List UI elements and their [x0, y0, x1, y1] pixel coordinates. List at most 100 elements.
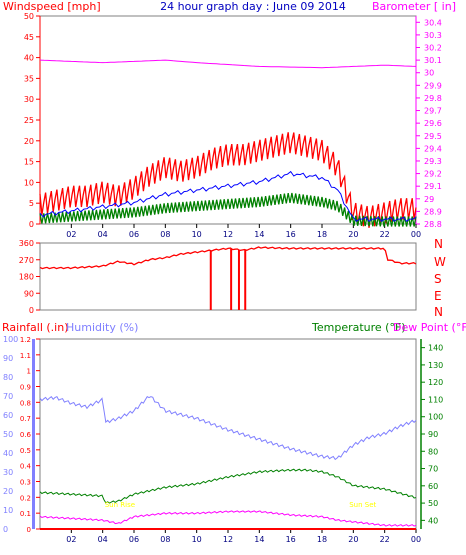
barometer-tick-label: 30.3	[424, 31, 442, 40]
humidity-tick-label: 60	[3, 411, 13, 420]
humidity-tick-label: 100	[3, 335, 18, 344]
temperature-tick-label: 40	[428, 516, 438, 525]
compass-letter: S	[434, 272, 442, 286]
wind-tick-label: 45	[24, 33, 34, 42]
barometer-tick-label: 29.1	[424, 182, 442, 191]
wind-tick-label: 50	[24, 12, 34, 21]
wind-x-tick-label: 16	[286, 230, 296, 239]
barometer-tick-label: 29	[424, 195, 434, 204]
wind-tick-label: 10	[24, 178, 34, 187]
barometer-tick-label: 29.3	[424, 157, 442, 166]
barometer-tick-label: 29.8	[424, 94, 442, 103]
compass-letter: E	[434, 289, 442, 303]
wind-direction-line	[39, 246, 417, 270]
barometer-tick-label: 29.7	[424, 107, 442, 116]
humidity-tick-label: 90	[3, 354, 13, 363]
humidity-axis-bar	[32, 339, 35, 529]
wind-x-tick-label: 14	[254, 230, 264, 239]
humidity-tick-label: 80	[3, 373, 13, 382]
barometer-tick-label: 29.4	[424, 144, 442, 153]
humidity-tick-label: 30	[3, 468, 13, 477]
rain-tick-label: 0.4	[20, 463, 32, 471]
climate-x-tick-label: 04	[98, 535, 108, 544]
direction-tick-label: 90	[24, 289, 34, 298]
barometer-line	[39, 59, 417, 69]
wind-tick-label: 15	[24, 158, 34, 167]
rain-tick-label: 0.2	[20, 494, 31, 502]
graph-title: 24 hour graph day : June 09 2014	[160, 0, 346, 13]
direction-tick-label: 0	[29, 306, 34, 315]
barometer-tick-label: 29.5	[424, 132, 442, 141]
rain-tick-label: 0.3	[20, 479, 31, 487]
wind-x-tick-label: 20	[348, 230, 358, 239]
wind-x-tick-label: 04	[98, 230, 108, 239]
wind-x-tick-label: 06	[129, 230, 139, 239]
barometer-tick-label: 30.4	[424, 18, 442, 27]
sun-label: Sun Set	[349, 501, 376, 509]
climate-x-tick-label: 16	[286, 535, 296, 544]
rain-tick-label: 0	[27, 526, 31, 534]
wind-x-tick-label: 02	[66, 230, 76, 239]
climate-x-tick-label: 14	[254, 535, 264, 544]
temperature-label: Temperature (°F)	[311, 321, 406, 334]
temperature-tick-label: 120	[428, 378, 443, 387]
barometer-label: Barometer [ in]	[372, 0, 456, 13]
humidity-tick-label: 10	[3, 506, 13, 515]
wind-average-line	[39, 170, 417, 222]
rain-tick-label: 1	[27, 368, 31, 376]
humidity-tick-label: 0	[3, 525, 8, 534]
temperature-tick-label: 80	[428, 447, 438, 456]
climate-x-tick-label: 22	[380, 535, 390, 544]
climate-x-tick-label: 00	[411, 535, 421, 544]
wind-tick-label: 25	[24, 116, 34, 125]
humidity-tick-label: 50	[3, 430, 13, 439]
barometer-tick-label: 28.9	[424, 207, 442, 216]
compass-letter: W	[434, 255, 446, 269]
climate-x-tick-label: 06	[129, 535, 139, 544]
barometer-tick-label: 29.6	[424, 119, 442, 128]
wind-x-tick-label: 08	[160, 230, 170, 239]
temperature-tick-label: 100	[428, 413, 443, 422]
climate-x-tick-label: 08	[160, 535, 170, 544]
compass-letter: N	[434, 237, 443, 251]
barometer-tick-label: 29.9	[424, 81, 442, 90]
wind-tick-label: 5	[29, 199, 34, 208]
humidity-tick-label: 70	[3, 392, 13, 401]
temperature-tick-label: 50	[428, 499, 438, 508]
barometer-tick-label: 30.2	[424, 44, 442, 53]
barometer-tick-label: 30	[424, 69, 434, 78]
sun-label: Sun Rise	[105, 501, 135, 509]
dewpoint-line	[39, 510, 417, 527]
compass-letters: N W S E N	[434, 237, 446, 319]
climate-x-tick-label: 12	[223, 535, 233, 544]
compass-letter: N	[434, 305, 443, 319]
wind-tick-label: 40	[24, 54, 34, 63]
wind-x-tick-label: 18	[317, 230, 327, 239]
direction-tick-label: 180	[19, 273, 34, 282]
wind-tick-label: 0	[29, 220, 34, 229]
wind-tick-label: 30	[24, 95, 34, 104]
rainfall-label: Rainfall (.in)	[2, 321, 69, 334]
rain-tick-label: 0.6	[20, 431, 32, 439]
wind-tick-label: 35	[24, 74, 34, 83]
direction-tick-label: 270	[19, 256, 34, 265]
barometer-tick-label: 28.8	[424, 220, 442, 229]
climate-x-tick-label: 10	[192, 535, 202, 544]
rain-tick-label: 0.7	[20, 415, 31, 423]
temperature-line	[39, 468, 417, 504]
wind-tick-label: 20	[24, 137, 34, 146]
temperature-tick-label: 140	[428, 344, 443, 353]
climate-x-tick-label: 02	[66, 535, 76, 544]
rain-tick-label: 0.1	[20, 510, 31, 518]
rain-tick-label: 0.5	[20, 447, 31, 455]
windspeed-label: Windspeed [mph]	[3, 0, 101, 13]
temperature-tick-label: 70	[428, 465, 438, 474]
climate-x-tick-label: 20	[348, 535, 358, 544]
wind-speed-line	[39, 192, 417, 227]
temperature-tick-label: 130	[428, 361, 443, 370]
rain-tick-label: 1.2	[20, 336, 31, 344]
wind-x-tick-label: 22	[380, 230, 390, 239]
temperature-tick-label: 90	[428, 430, 438, 439]
